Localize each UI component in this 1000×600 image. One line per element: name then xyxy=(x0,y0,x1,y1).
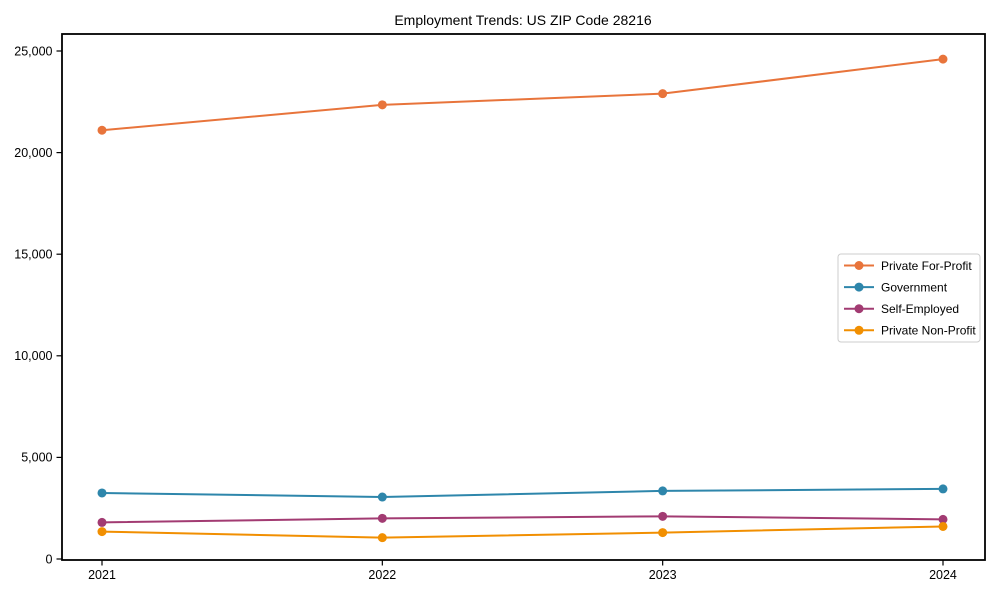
y-tick-label: 10,000 xyxy=(14,349,52,363)
legend-item-self-employed: Self-Employed xyxy=(844,302,959,316)
plot-border xyxy=(61,33,986,561)
y-tick-label: 20,000 xyxy=(14,146,52,160)
data-point-self-employed-2021 xyxy=(97,517,107,527)
data-point-government-2022 xyxy=(377,492,387,502)
data-point-government-2021 xyxy=(97,488,107,498)
data-point-government-2023 xyxy=(658,486,668,496)
y-tick-label: 25,000 xyxy=(14,44,52,58)
data-point-private-for-profit-2023 xyxy=(658,89,668,99)
legend-sample-marker xyxy=(854,325,864,335)
series-line-private-non-profit xyxy=(101,525,944,539)
legend-item-government: Government xyxy=(844,280,948,294)
legend-item-label: Self-Employed xyxy=(881,302,959,316)
data-point-private-non-profit-2021 xyxy=(97,527,107,537)
data-point-self-employed-2024 xyxy=(938,514,948,524)
data-point-self-employed-2023 xyxy=(658,511,668,521)
y-tick-label: 0 xyxy=(46,552,53,566)
data-point-private-non-profit-2024 xyxy=(938,521,948,531)
legend-sample-marker xyxy=(854,261,864,270)
x-tick-label: 2022 xyxy=(368,568,396,582)
legend-item-private-for-profit: Private For-Profit xyxy=(844,259,972,273)
x-tick-label: 2021 xyxy=(88,568,116,582)
data-point-private-for-profit-2024 xyxy=(938,54,948,64)
legend-box xyxy=(837,253,981,343)
data-point-government-2024 xyxy=(938,484,948,494)
legend-item-label: Private Non-Profit xyxy=(881,324,976,338)
series-layer xyxy=(97,54,948,543)
data-point-private-non-profit-2023 xyxy=(658,528,668,538)
legend-sample-marker xyxy=(854,304,864,314)
y-tick-label: 5,000 xyxy=(21,451,52,465)
data-point-self-employed-2022 xyxy=(377,513,387,523)
legend: Private For-Profit Government Self-Employe… xyxy=(837,253,981,343)
x-tick-label: 2024 xyxy=(929,568,957,582)
data-point-private-non-profit-2022 xyxy=(377,533,387,543)
series-line-self-employed xyxy=(101,515,944,524)
plot-area xyxy=(61,33,986,561)
legend-sample-marker xyxy=(854,282,864,292)
data-point-private-for-profit-2021 xyxy=(97,125,107,135)
series-line-private-for-profit xyxy=(101,58,944,132)
legend-item-private-non-profit: Private Non-Profit xyxy=(844,324,976,338)
chart-title: Employment Trends: US ZIP Code 28216 xyxy=(394,12,652,28)
data-point-private-for-profit-2022 xyxy=(377,100,387,110)
legend-item-label: Government xyxy=(881,280,948,294)
y-tick-label: 15,000 xyxy=(14,248,52,262)
x-tick-label: 2023 xyxy=(649,568,677,582)
series-line-government xyxy=(101,487,944,499)
legend-item-label: Private For-Profit xyxy=(881,259,972,273)
axis-layer: 0 5,000 10,000 15,000 20,000 25,000 2021 2022 20… xyxy=(14,44,957,582)
